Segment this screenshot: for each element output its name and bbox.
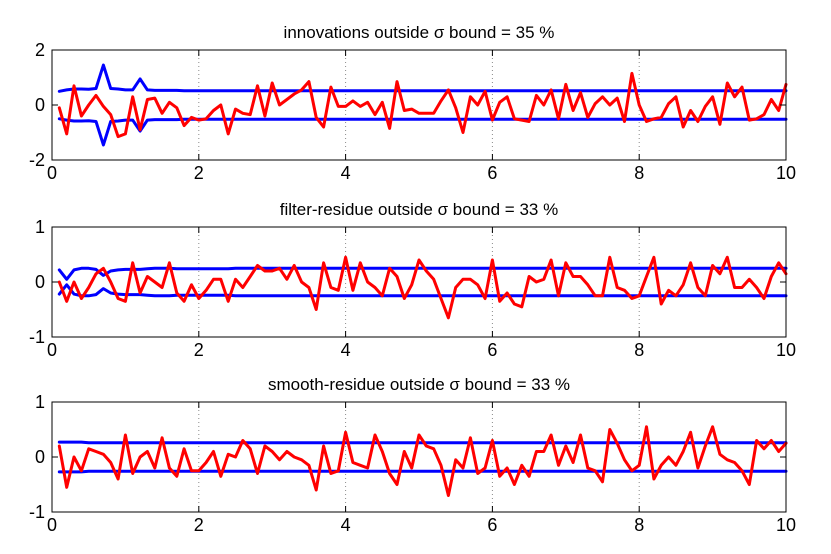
y-tick-label: 1: [35, 392, 45, 412]
x-tick-label: 2: [194, 515, 204, 535]
x-tick-label: 4: [341, 515, 351, 535]
x-tick-label: 0: [47, 515, 57, 535]
axes-frame: [51, 49, 787, 161]
panel-title: innovations outside σ bound = 35 %: [284, 23, 555, 42]
residual-line: [57, 425, 788, 497]
x-tick-label: 8: [634, 340, 644, 360]
x-tick-label: 6: [487, 515, 497, 535]
bound-upper-line: [57, 266, 788, 281]
axes-frame: [51, 226, 787, 338]
panel-title: smooth-residue outside σ bound = 33 %: [268, 375, 570, 394]
x-tick-label: 2: [194, 340, 204, 360]
y-tick-label: 0: [35, 447, 45, 467]
bound-lower-line: [57, 117, 788, 147]
axes-frame: [51, 401, 787, 513]
x-tick-label: 10: [776, 515, 796, 535]
x-tick-label: 8: [634, 515, 644, 535]
y-tick-label: 2: [35, 40, 45, 60]
x-tick-label: 10: [776, 340, 796, 360]
x-tick-label: 0: [47, 163, 57, 183]
x-tick-label: 6: [487, 163, 497, 183]
x-tick-label: 6: [487, 340, 497, 360]
bound-upper-line: [57, 63, 788, 93]
panel-3: smooth-residue outside σ bound = 33 % 0 2 4…: [29, 375, 796, 535]
y-tick-label: -1: [29, 502, 45, 522]
x-tick-label: 10: [776, 163, 796, 183]
panel-title: filter-residue outside σ bound = 33 %: [280, 200, 558, 219]
panel-1: innovations outside σ bound = 35 % 0 2 4 6 8 1…: [29, 23, 796, 183]
x-tick-label: 4: [341, 340, 351, 360]
bound-lower-line: [57, 469, 788, 474]
residual-line: [57, 71, 788, 139]
residual-line: [57, 255, 788, 320]
y-tick-label: -1: [29, 327, 45, 347]
panel-2: filter-residue outside σ bound = 33 % 0 2 4…: [29, 200, 796, 360]
y-tick-label: -2: [29, 150, 45, 170]
x-tick-label: 0: [47, 340, 57, 360]
x-tick-label: 4: [341, 163, 351, 183]
x-tick-label: 8: [634, 163, 644, 183]
x-tick-label: 2: [194, 163, 204, 183]
y-tick-label: 1: [35, 217, 45, 237]
y-tick-label: 0: [35, 272, 45, 292]
y-tick-label: 0: [35, 95, 45, 115]
